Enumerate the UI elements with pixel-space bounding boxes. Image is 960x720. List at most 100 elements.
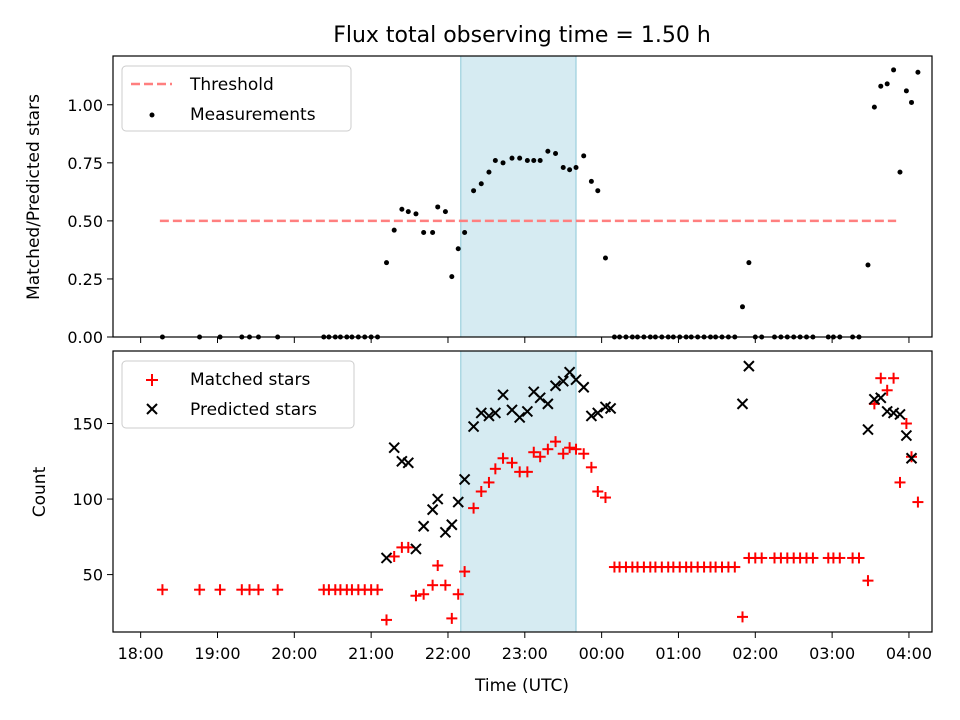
predicted-stars-points [380, 360, 918, 564]
predicted-star-point [402, 457, 414, 469]
predicted-star-stroke [417, 520, 430, 532]
matched-star-point [489, 463, 501, 475]
matched-star-point [853, 552, 865, 564]
predicted-star-stroke [549, 380, 562, 392]
matched-star-point [570, 443, 582, 455]
matched-star-point [807, 552, 819, 564]
measurement-point [500, 160, 506, 166]
top-legend: Threshold Measurements [121, 65, 352, 132]
predicted-star-stroke [432, 493, 444, 505]
measurement-point [545, 148, 551, 154]
matched-star-point [194, 584, 206, 596]
measurement-point [878, 83, 884, 89]
predicted-star-stroke [402, 457, 414, 469]
bottom-legend-box [121, 360, 355, 429]
predicted-star-stroke [410, 543, 422, 555]
predicted-star-stroke [557, 375, 569, 387]
predicted-star-stroke [570, 373, 582, 386]
predicted-star-stroke [396, 455, 408, 467]
top-panel: 0.00 0.25 0.50 0.75 1.00 Matched/Predicted s… [24, 55, 933, 347]
matched-star-point [427, 579, 439, 591]
matched-star-point [578, 448, 590, 460]
measurement-point [560, 164, 566, 170]
predicted-star-stroke [887, 407, 900, 419]
predicted-star-stroke [475, 407, 487, 419]
x-tick-label: 18:00 [118, 644, 164, 663]
matched-star-point [736, 611, 748, 623]
legend-measurements-swatch [149, 112, 155, 118]
y-tick-label: 0.25 [67, 270, 103, 289]
y-tick-label: 100 [72, 490, 103, 509]
legend-threshold-label: Threshold [189, 75, 274, 95]
measurement-point [897, 169, 903, 175]
matched-star-point [381, 614, 393, 626]
measurement-point [581, 153, 587, 159]
predicted-star-stroke [894, 408, 906, 421]
matched-star-point [875, 372, 887, 384]
top-highlight-span [460, 55, 577, 338]
chart-title: Flux total observing time = 1.50 h [333, 23, 711, 48]
predicted-star-stroke [592, 407, 604, 419]
x-axis-label: Time (UTC) [474, 676, 569, 696]
y-tick-label: 150 [72, 415, 103, 434]
matched-star-point [599, 492, 611, 504]
legend-matched-swatch [146, 374, 158, 386]
measurement-point [915, 69, 921, 75]
measurement-point [531, 158, 537, 164]
bottom-x-ticks: 18:00 19:00 20:00 21:00 22:00 23:00 00:00 01:00… [118, 632, 932, 663]
bottom-legend: Matched stars Predicted stars [121, 360, 355, 429]
matched-stars-points [156, 372, 924, 626]
measurement-point [573, 164, 579, 170]
x-tick-label: 00:00 [579, 644, 625, 663]
predicted-star-stroke [521, 405, 534, 418]
predicted-star-point [542, 398, 554, 410]
top-legend-box [121, 65, 352, 132]
measurement-point [553, 151, 559, 157]
measurement-point [455, 246, 461, 252]
measurement-point [471, 188, 477, 194]
predicted-star-stroke [905, 452, 918, 464]
matched-star-point [557, 448, 569, 460]
matched-star-point [528, 446, 540, 458]
matched-star-point [214, 584, 226, 596]
predicted-star-point [432, 493, 444, 505]
legend-matched-label: Matched stars [190, 370, 310, 390]
predicted-star-stroke [380, 552, 393, 564]
measurement-point [865, 262, 871, 268]
matched-star-point [862, 575, 874, 587]
matched-star-point [756, 552, 768, 564]
predicted-star-stroke [881, 405, 893, 418]
matched-star-point [585, 461, 597, 473]
measurement-point [509, 155, 515, 161]
matched-star-point [402, 541, 414, 553]
measurement-point [903, 88, 909, 94]
x-tick-label: 20:00 [271, 644, 317, 663]
predicted-star-point [513, 411, 526, 424]
measurement-point [537, 158, 543, 164]
measurement-point [871, 104, 877, 110]
legend-predicted-label: Predicted stars [190, 400, 317, 420]
x-tick-label: 22:00 [425, 644, 471, 663]
top-y-axis-label: Matched/Predicted stars [24, 94, 44, 300]
predicted-star-point [521, 405, 534, 418]
measurement-point [421, 229, 427, 235]
predicted-star-stroke [446, 519, 458, 531]
measurement-point [462, 229, 468, 235]
measurement-point [413, 211, 419, 217]
matched-star-point [439, 579, 451, 591]
y-tick-label: 0.50 [67, 212, 103, 231]
measurement-point [391, 227, 397, 233]
matched-star-point [906, 451, 918, 463]
predicted-star-point [905, 452, 918, 464]
predicted-star-point [475, 407, 487, 419]
y-tick-label: 1.00 [67, 96, 103, 115]
measurement-point [595, 188, 601, 194]
matched-star-point [272, 584, 284, 596]
measurement-point [399, 206, 405, 212]
measurement-point [430, 229, 436, 235]
matched-star-point [156, 584, 168, 596]
matched-star-point [497, 452, 509, 464]
predicted-star-stroke [599, 401, 612, 413]
predicted-star-point [446, 519, 458, 531]
predicted-star-stroke [452, 496, 464, 508]
